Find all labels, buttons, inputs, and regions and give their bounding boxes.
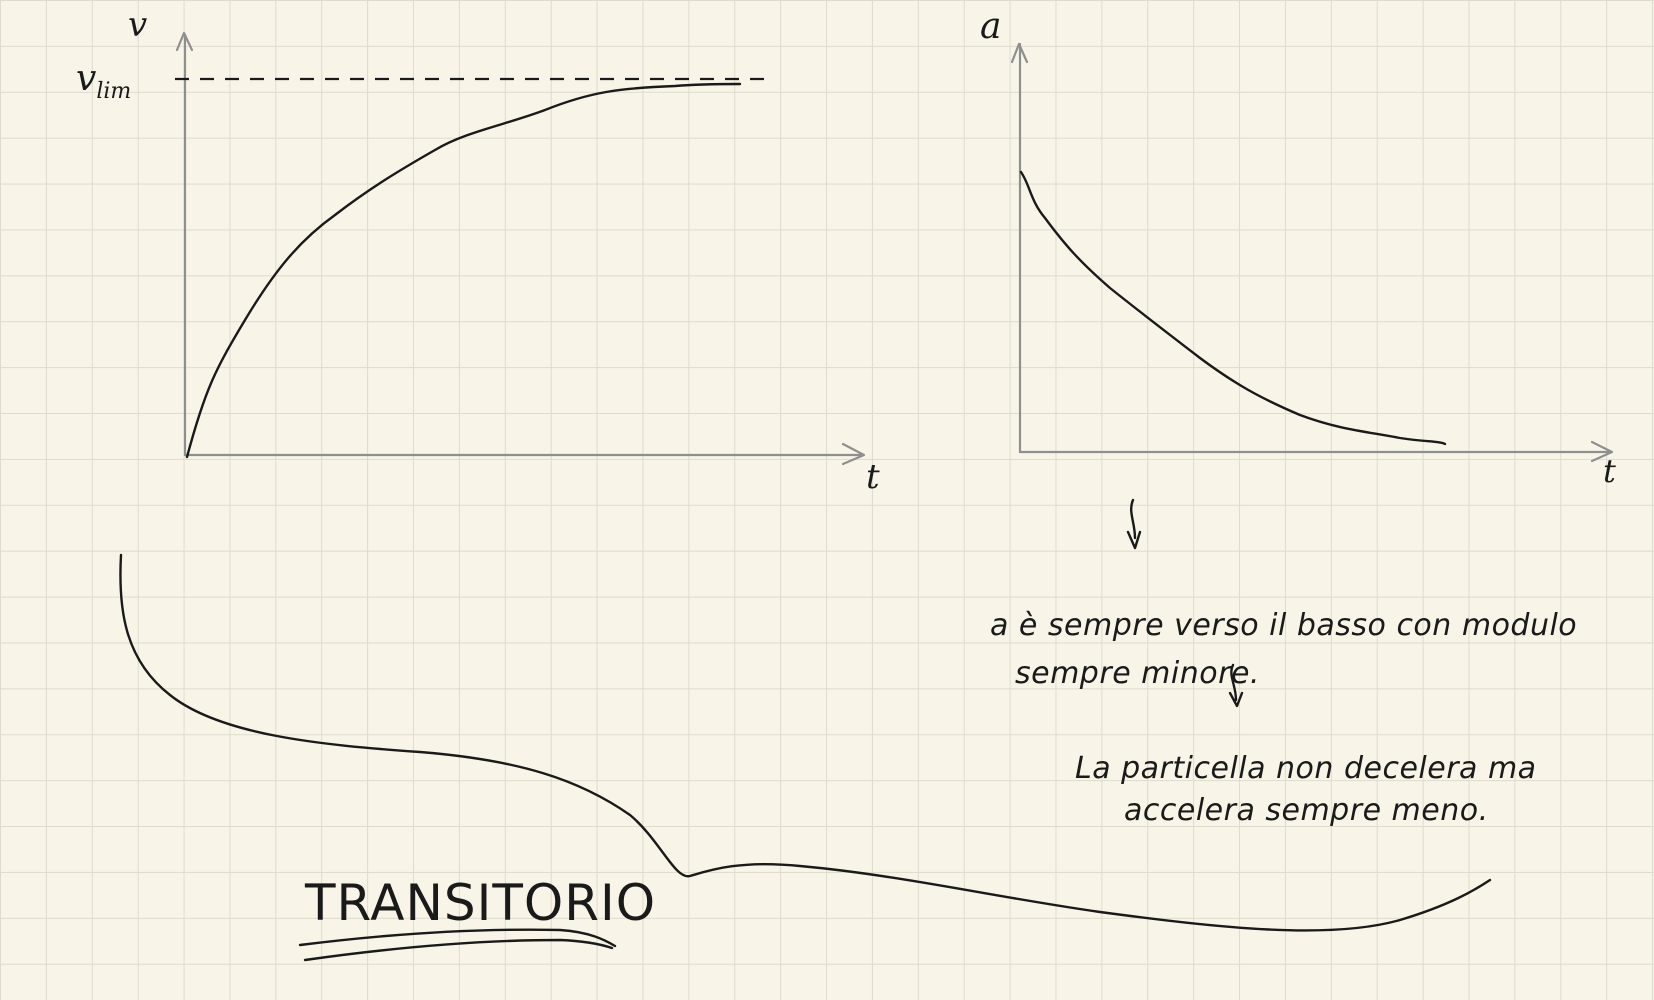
note-line-2: sempre minore. bbox=[1015, 656, 1260, 691]
velocity-x-arrowhead bbox=[841, 442, 866, 466]
terminal-velocity-label: vlim bbox=[76, 58, 131, 104]
acceleration-time-axis-label: t bbox=[1603, 452, 1616, 490]
note-line-1: a è sempre verso il basso con modulo bbox=[990, 608, 1577, 643]
velocity-curve bbox=[185, 82, 742, 459]
acceleration-curve bbox=[1019, 170, 1447, 446]
velocity-graph: v vlim t bbox=[76, 5, 880, 497]
velocity-y-arrowhead bbox=[175, 31, 194, 52]
down-arrow-2 bbox=[1228, 663, 1244, 708]
acceleration-y-arrowhead bbox=[1010, 42, 1029, 64]
notes: a è sempre verso il basso con modulo sem… bbox=[990, 498, 1577, 828]
velocity-time-axis-label: t bbox=[866, 457, 880, 497]
acceleration-axis-label: a bbox=[980, 6, 1001, 47]
note-line-4: accelera sempre meno. bbox=[1124, 793, 1489, 828]
acceleration-graph: a t bbox=[980, 6, 1616, 490]
title-underline bbox=[298, 928, 617, 962]
velocity-axis-label: v bbox=[128, 5, 147, 45]
note-line-3: La particella non decelera ma bbox=[1075, 751, 1537, 786]
acceleration-x-arrowhead bbox=[1590, 440, 1614, 463]
curly-brace bbox=[119, 553, 1492, 932]
down-arrow-1 bbox=[1126, 498, 1142, 550]
title-transitorio: TRANSITORIO bbox=[304, 874, 656, 932]
